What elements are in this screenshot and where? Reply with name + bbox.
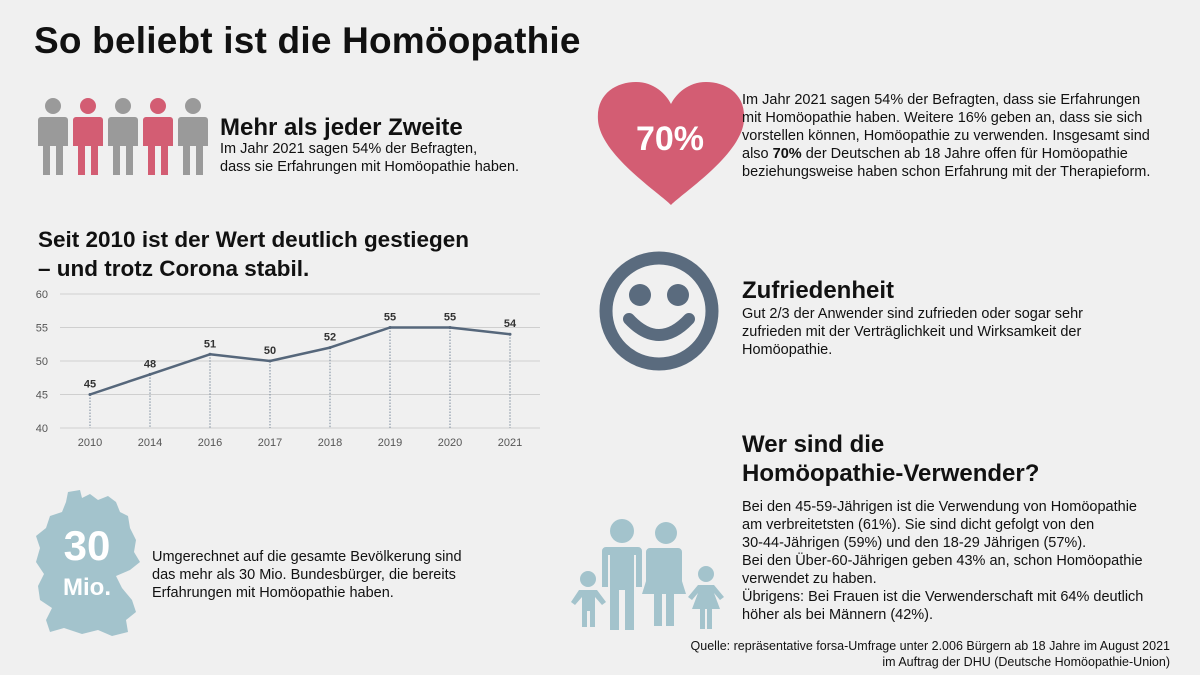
x-tick-label: 2016 xyxy=(198,437,222,449)
users-text-line: verwendet zu haben. xyxy=(742,571,877,587)
satisfaction-text-line: Homöopathie. xyxy=(742,342,833,358)
x-tick-label: 2020 xyxy=(438,437,462,449)
heart-icon xyxy=(596,82,746,208)
x-tick-label: 2021 xyxy=(498,437,522,449)
section1-text-line: dass sie Erfahrungen mit Homöopathie hab… xyxy=(220,159,520,175)
chart-heading: Seit 2010 ist der Wert deutlich gestiege… xyxy=(38,225,469,283)
germany-text: Umgerechnet auf die gesamte Bevölkerung … xyxy=(152,548,462,602)
data-point xyxy=(268,359,272,363)
heart-text-pre: also xyxy=(742,146,773,162)
data-label: 52 xyxy=(324,332,336,344)
data-label: 51 xyxy=(204,338,216,350)
heart-text-line: mit Homöopathie haben. Weitere 16% geben… xyxy=(742,110,1143,126)
family-icon xyxy=(566,518,736,630)
heart-text-bold: 70% xyxy=(772,146,802,162)
person-icon xyxy=(73,98,103,175)
data-point xyxy=(328,346,332,350)
users-heading: Wer sind die Homöopathie-Verwender? xyxy=(742,430,1039,488)
y-tick-label: 50 xyxy=(36,356,48,368)
people-icons xyxy=(38,97,210,177)
line-chart: 60 55 50 45 40 2010 2014 2016 2017 2018 2019 2020 20… xyxy=(20,282,560,457)
users-text-line: 30-44-Jährigen (59%) und den 18-29 Jähri… xyxy=(742,535,1087,551)
data-point xyxy=(88,393,92,396)
data-point xyxy=(388,326,392,329)
person-icon xyxy=(38,98,68,175)
x-tick-label: 2018 xyxy=(318,437,342,449)
data-label: 50 xyxy=(264,345,276,357)
x-tick-label: 2010 xyxy=(78,437,102,449)
y-tick-label: 45 xyxy=(36,390,48,402)
satisfaction-text-line: Gut 2/3 der Anwender sind zufrieden oder… xyxy=(742,306,1083,322)
section1-heading: Mehr als jeder Zweite xyxy=(220,114,463,141)
users-heading-line: Wer sind die xyxy=(742,431,885,458)
germany-text-line: Erfahrungen mit Homöopathie haben. xyxy=(152,585,394,601)
page-title: So beliebt ist die Homöopathie xyxy=(34,20,581,61)
heart-text-line: vorstellen können, Homöopathie zu verwen… xyxy=(742,128,1150,144)
data-point xyxy=(508,332,512,336)
data-label: 48 xyxy=(144,358,156,370)
person-icon xyxy=(178,98,208,175)
data-label: 55 xyxy=(384,312,396,324)
germany-map-icon xyxy=(32,488,150,638)
x-tick-label: 2017 xyxy=(258,437,282,449)
series-line xyxy=(89,326,511,396)
germany-unit: Mio. xyxy=(63,574,111,601)
person-icon xyxy=(143,98,173,175)
germany-text-line: das mehr als 30 Mio. Bundesbürger, die b… xyxy=(152,567,456,583)
y-tick-label: 55 xyxy=(36,323,48,335)
data-point xyxy=(208,352,212,356)
section1-text-line: Im Jahr 2021 sagen 54% der Befragten, xyxy=(220,141,478,157)
germany-big-number: 30 xyxy=(63,522,111,569)
satisfaction-heading: Zufriedenheit xyxy=(742,277,895,304)
source-line: Quelle: repräsentative forsa-Umfrage unt… xyxy=(690,639,1170,653)
chart-heading-line: Seit 2010 ist der Wert deutlich gestiege… xyxy=(38,227,469,252)
users-text-line: höher als bei Männern (42%). xyxy=(742,607,934,623)
data-label: 55 xyxy=(444,312,456,324)
satisfaction-text: Gut 2/3 der Anwender sind zufrieden oder… xyxy=(742,305,1083,359)
heart-text-post: der Deutschen ab 18 Jahre offen für Homö… xyxy=(801,146,1128,162)
users-heading-line: Homöopathie-Verwender? xyxy=(742,460,1040,487)
x-tick-label: 2014 xyxy=(138,437,162,449)
y-tick-label: 60 xyxy=(36,289,48,301)
source-note: Quelle: repräsentative forsa-Umfrage unt… xyxy=(691,638,1170,670)
x-tick-label: 2019 xyxy=(378,437,402,449)
satisfaction-text-line: zufrieden mit der Verträglichkeit und Wi… xyxy=(742,324,1082,340)
heart-text-line: also 70% der Deutschen ab 18 Jahre offen… xyxy=(742,145,1150,163)
section1-text: Im Jahr 2021 sagen 54% der Befragten, da… xyxy=(220,140,519,176)
data-point xyxy=(448,326,452,329)
chart-heading-line: – und trotz Corona stabil. xyxy=(38,256,310,281)
line-chart-svg: 60 55 50 45 40 2010 2014 2016 2017 2018 2019 2020 20… xyxy=(36,289,540,449)
users-text: Bei den 45-59-Jährigen ist die Verwendun… xyxy=(742,498,1143,624)
heart-text-line: beziehungsweise haben schon Erfahrung mi… xyxy=(742,164,1151,180)
source-line: im Auftrag der DHU (Deutsche Homöopathie… xyxy=(882,655,1170,669)
heart-text: Im Jahr 2021 sagen 54% der Befragten, da… xyxy=(742,91,1150,181)
heart-text-line: Im Jahr 2021 sagen 54% der Befragten, da… xyxy=(742,92,1141,108)
data-point xyxy=(148,372,152,376)
smiley-icon xyxy=(599,251,719,371)
germany-text-line: Umgerechnet auf die gesamte Bevölkerung … xyxy=(152,549,462,565)
users-text-line: Bei den 45-59-Jährigen ist die Verwendun… xyxy=(742,499,1137,515)
users-text-line: am verbreitetsten (61%). Sie sind dicht … xyxy=(742,517,1095,533)
y-tick-label: 40 xyxy=(36,423,48,435)
users-text-line: Übrigens: Bei Frauen ist die Verwendersc… xyxy=(742,589,1144,605)
users-text-line: Bei den Über-60-Jährigen geben 43% an, s… xyxy=(742,553,1143,569)
person-icon xyxy=(108,98,138,175)
data-label: 45 xyxy=(84,379,96,391)
data-label: 54 xyxy=(504,318,517,330)
heart-value: 70% xyxy=(635,120,705,158)
